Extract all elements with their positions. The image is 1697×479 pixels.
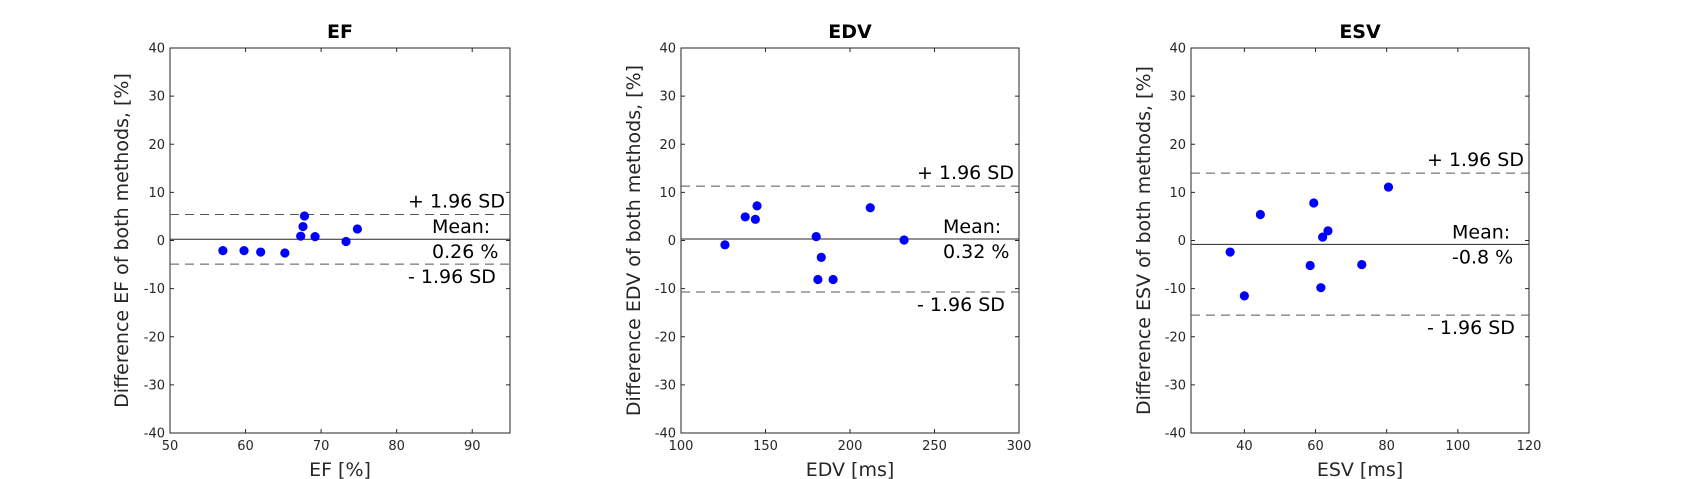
- y-axis-label: Difference EF of both methods, [%]: [111, 73, 133, 408]
- data-point: [740, 212, 750, 222]
- y-tick-label: 30: [1169, 90, 1186, 105]
- data-point: [1318, 232, 1328, 242]
- y-tick-label: -40: [655, 427, 676, 442]
- x-tick-label: 70: [313, 439, 330, 454]
- data-point: [341, 236, 351, 247]
- mean-value-label: -0.8 %: [1452, 246, 1513, 268]
- mean-label: Mean:: [943, 216, 1001, 238]
- y-tick-label: 20: [1169, 138, 1186, 153]
- x-tick-label: 300: [1007, 439, 1032, 454]
- chart-title: EF: [327, 21, 353, 43]
- x-tick-label: 100: [1445, 439, 1470, 454]
- data-point: [813, 274, 823, 285]
- data-point: [298, 221, 308, 232]
- data-point: [1316, 283, 1326, 293]
- y-axis-label: Difference EDV of both methods, [%]: [623, 65, 645, 416]
- x-tick-label: 50: [162, 439, 179, 454]
- data-point: [752, 201, 762, 211]
- x-tick-label: 150: [753, 439, 778, 454]
- data-point: [352, 224, 362, 234]
- x-tick-label: 60: [237, 439, 254, 454]
- plot-area: [169, 47, 511, 434]
- data-point: [239, 246, 249, 256]
- y-axis-label: Difference ESV of both methods, [%]: [1133, 66, 1155, 415]
- data-point: [1383, 182, 1394, 192]
- y-tick-label: -10: [655, 282, 676, 297]
- y-tick-label: 40: [659, 42, 676, 57]
- x-tick-label: 120: [1517, 439, 1542, 454]
- mean-label: Mean:: [432, 216, 490, 238]
- x-tick-label: 40: [1236, 439, 1253, 454]
- x-axis-label: ESV [ms]: [1317, 459, 1403, 479]
- data-point: [811, 232, 821, 242]
- x-tick-label: 100: [669, 439, 694, 454]
- y-tick-label: 40: [148, 42, 165, 57]
- data-point: [256, 247, 266, 257]
- x-tick-label: 60: [1307, 439, 1324, 454]
- y-tick-label: 20: [148, 138, 165, 153]
- data-point: [218, 246, 228, 256]
- mean-value-label: 0.26 %: [432, 241, 498, 263]
- panel-esv: 40 60 80 100 120 -40 -30 -20 -10 0 10 20 30 40 + 1.96 …: [1133, 21, 1541, 479]
- y-tick-label: 0: [1178, 234, 1186, 249]
- data-point: [1225, 247, 1235, 257]
- x-axis-label: EDV [ms]: [806, 459, 895, 479]
- data-point: [720, 240, 730, 250]
- data-point: [1255, 209, 1265, 220]
- x-axis-label: EF [%]: [309, 459, 371, 479]
- mean-value-label: 0.32 %: [943, 241, 1009, 263]
- y-tick-label: 0: [668, 234, 676, 249]
- mean-label: Mean:: [1452, 221, 1510, 243]
- upper-sd-label: + 1.96 SD: [408, 191, 505, 213]
- y-tick-label: 20: [659, 138, 676, 153]
- x-tick-label: 80: [388, 439, 405, 454]
- y-tick-label: 0: [157, 234, 165, 249]
- lower-sd-label: - 1.96 SD: [1427, 317, 1515, 339]
- y-tick-label: -10: [144, 282, 165, 297]
- data-point: [899, 235, 909, 245]
- data-point: [865, 203, 875, 213]
- data-point: [816, 252, 826, 262]
- upper-sd-label: + 1.96 SD: [1427, 149, 1524, 171]
- panel-edv: 100 150 200 250 300 -40 -30 -20 -10 0 10 20 30 40 + 1.…: [623, 21, 1031, 479]
- x-tick-label: 90: [464, 439, 481, 454]
- data-point: [1305, 260, 1315, 271]
- y-tick-label: 10: [659, 186, 676, 201]
- y-tick-label: 10: [148, 186, 165, 201]
- y-tick-label: -20: [1165, 330, 1186, 345]
- lower-sd-label: - 1.96 SD: [408, 266, 496, 288]
- data-point: [828, 274, 838, 285]
- y-tick-label: 10: [1169, 186, 1186, 201]
- y-tick-label: 40: [1169, 42, 1186, 57]
- y-tick-label: -20: [144, 330, 165, 345]
- data-point: [750, 214, 760, 224]
- data-point: [1239, 291, 1249, 301]
- y-tick-label: -30: [1165, 378, 1186, 393]
- data-point: [310, 232, 320, 242]
- x-tick-label: 80: [1378, 439, 1395, 454]
- data-point: [1323, 226, 1333, 236]
- y-tick-label: -10: [1165, 282, 1186, 297]
- y-tick-label: -20: [655, 330, 676, 345]
- data-point: [280, 248, 290, 258]
- data-point: [1309, 198, 1319, 208]
- lower-sd-label: - 1.96 SD: [917, 294, 1005, 316]
- y-tick-label: -40: [144, 427, 165, 442]
- x-tick-label: 250: [922, 439, 947, 454]
- data-point: [296, 231, 306, 241]
- y-tick-label: -30: [655, 378, 676, 393]
- data-point: [1357, 259, 1367, 270]
- y-tick-label: -40: [1165, 427, 1186, 442]
- data-point: [299, 211, 310, 221]
- y-tick-label: 30: [148, 90, 165, 105]
- upper-sd-label: + 1.96 SD: [917, 162, 1014, 184]
- x-tick-label: 200: [838, 439, 863, 454]
- panel-ef: 50 60 70 80 90 -40 -30 -20 -10 0 10 20 30 40 + 1.96 SD…: [111, 21, 511, 479]
- y-tick-label: -30: [144, 378, 165, 393]
- chart-title: EDV: [828, 21, 872, 43]
- chart-title: ESV: [1339, 21, 1381, 43]
- y-tick-label: 30: [659, 90, 676, 105]
